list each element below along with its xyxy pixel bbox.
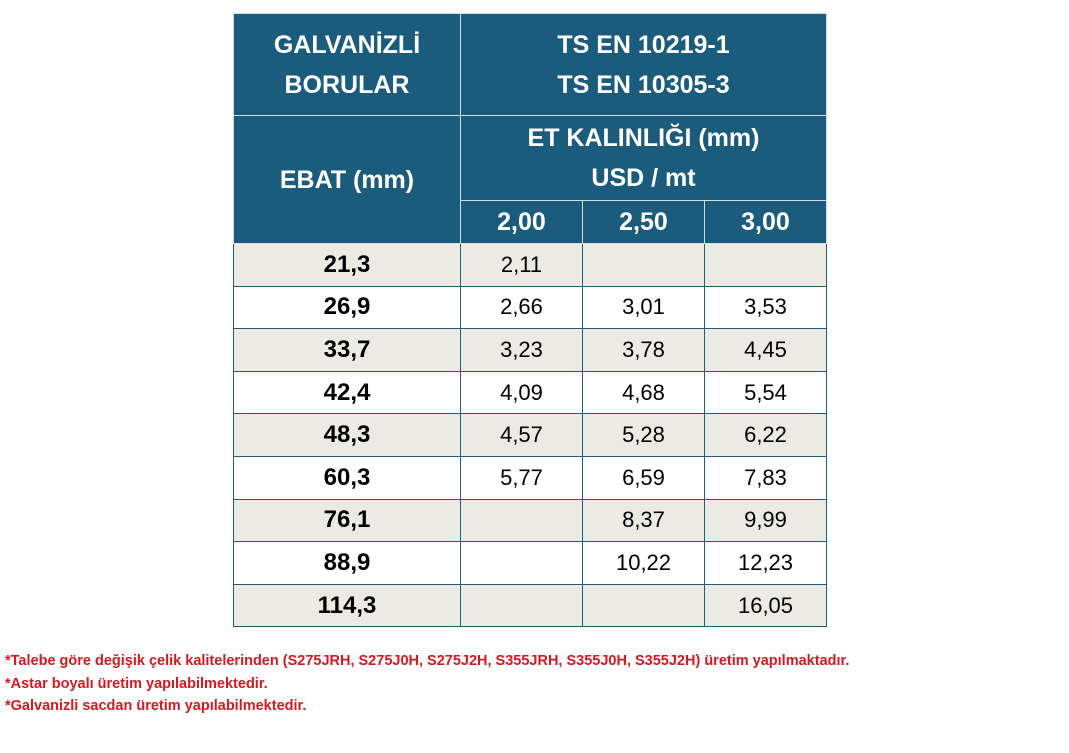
price-cell: 9,99: [704, 498, 827, 543]
price-cell: 3,01: [582, 285, 705, 330]
size-cell: 48,3: [233, 413, 461, 457]
header-standards: TS EN 10219-1 TS EN 10305-3: [460, 13, 827, 116]
thickness-line: ET KALINLIĞI (mm): [527, 124, 760, 152]
header-title: GALVANİZLİ BORULAR: [233, 13, 461, 116]
thickness-column: 2,00: [460, 200, 583, 244]
note: *Astar boyalı üretim yapılabilmektedir.: [5, 675, 268, 692]
table-row: 26,9 2,66 3,01 3,53: [233, 285, 827, 330]
price-table: GALVANİZLİ BORULAR TS EN 10219-1 TS EN 1…: [233, 13, 827, 628]
price-cell: [582, 583, 705, 628]
standard: TS EN 10305-3: [557, 70, 730, 99]
note: *Talebe göre değişik çelik kalitelerinde…: [5, 653, 850, 669]
price-cell: 16,05: [704, 583, 827, 628]
price-cell: 12,23: [704, 541, 827, 585]
price-cell: 7,83: [704, 455, 827, 500]
size-label: EBAT (mm): [233, 115, 461, 244]
price-cell: [460, 583, 583, 628]
standard: TS EN 10219-1: [557, 30, 730, 59]
note: *Galvanizli sacdan üretim yapılabilmekte…: [5, 698, 307, 714]
price-cell: 4,57: [460, 413, 583, 457]
price-cell: 2,66: [460, 285, 583, 330]
table-row: 33,7 3,23 3,78 4,45: [233, 328, 827, 372]
table-row: 114,3 16,05: [233, 583, 827, 628]
price-cell: [460, 498, 583, 543]
price-cell: 2,11: [460, 243, 583, 287]
price-cell: 4,68: [582, 370, 705, 415]
table-row: 42,4 4,09 4,68 5,54: [233, 370, 827, 415]
size-cell: 114,3: [233, 583, 461, 628]
price-cell: 3,23: [460, 328, 583, 372]
price-cell: 10,22: [582, 541, 705, 585]
thickness-header: ET KALINLIĞI (mm) USD / mt: [460, 115, 827, 201]
notes: *Talebe göre değişik çelik kalitelerinde…: [5, 650, 849, 718]
title-line: BORULAR: [284, 70, 410, 99]
size-cell: 26,9: [233, 285, 461, 330]
price-cell: [582, 243, 705, 287]
size-cell: 33,7: [233, 328, 461, 372]
price-cell: 8,37: [582, 498, 705, 543]
size-cell: 42,4: [233, 370, 461, 415]
table-row: 88,9 10,22 12,23: [233, 541, 827, 585]
table-row: 21,3 2,11: [233, 243, 827, 287]
price-cell: 5,54: [704, 370, 827, 415]
price-cell: [704, 243, 827, 287]
size-cell: 60,3: [233, 455, 461, 500]
price-cell: 6,59: [582, 455, 705, 500]
table-row: 60,3 5,77 6,59 7,83: [233, 455, 827, 500]
size-cell: 76,1: [233, 498, 461, 543]
table-row: 76,1 8,37 9,99: [233, 498, 827, 543]
size-cell: 88,9: [233, 541, 461, 585]
title-line: GALVANİZLİ: [273, 30, 421, 59]
thickness-column: 3,00: [704, 200, 827, 244]
thickness-column: 2,50: [582, 200, 705, 244]
size-cell: 21,3: [233, 243, 461, 287]
price-cell: 6,22: [704, 413, 827, 457]
price-cell: 4,09: [460, 370, 583, 415]
price-cell: 4,45: [704, 328, 827, 372]
price-cell: 3,78: [582, 328, 705, 372]
price-cell: 5,28: [582, 413, 705, 457]
price-cell: 3,53: [704, 285, 827, 330]
table-row: 48,3 4,57 5,28 6,22: [233, 413, 827, 457]
thickness-line: USD / mt: [591, 164, 696, 192]
price-cell: [460, 541, 583, 585]
price-cell: 5,77: [460, 455, 583, 500]
